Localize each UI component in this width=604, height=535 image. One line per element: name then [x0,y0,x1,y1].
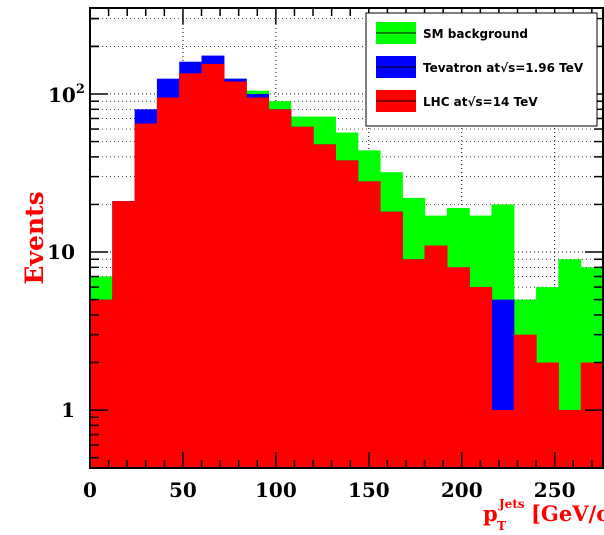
bar-series-3-bin-4 [156,97,180,468]
bar-series-3-bin-6 [201,63,225,468]
x-tick-label: 200 [441,478,483,502]
x-axis-label-main: p [483,501,498,526]
bar-series-3-bin-19 [491,410,515,468]
histogram-bars [90,55,604,469]
x-tick-label: 50 [169,478,197,502]
bar-series-3-bin-13 [357,181,381,468]
x-tick-label: 0 [83,478,97,502]
plot-frame [89,7,604,469]
bar-series-3-bin-8 [246,97,270,468]
y-tick-labels: 1 10 102 [47,82,85,422]
legend-entry-label: SM background [423,27,528,41]
bar-series-3-bin-23 [580,362,604,468]
bar-series-3-bin-21 [536,362,559,468]
bar-series-3-bin-2 [112,201,136,469]
bar-series-3-bin-15 [402,259,426,468]
bar-series-3-bin-16 [424,245,448,468]
bar-series-3-bin-10 [290,126,314,468]
x-axis-label-subscript: T [497,519,506,533]
x-axis-label-unit: [GeV/c] [531,501,604,526]
legend: SM background Tevatron at√s=1.96 TeV LHC a… [365,12,598,127]
bar-series-3-bin-3 [134,123,158,469]
y-axis-label: Events [20,191,49,284]
bar-series-3-bin-7 [223,81,247,469]
bar-series-3-bin-14 [379,211,403,468]
legend-entry-label: LHC at√s=14 TeV [423,95,538,109]
bar-series-3-bin-12 [335,160,359,468]
bar-series-3-bin-11 [313,144,336,468]
x-tick-label: 100 [255,478,297,502]
bar-series-3-bin-20 [513,334,537,468]
x-tick-label: 250 [534,478,576,502]
bar-series-3-bin-9 [268,109,292,468]
x-tick-label: 150 [348,478,390,502]
bar-series-3-bin-5 [179,73,203,469]
bar-series-3-bin-18 [469,287,493,468]
bar-series-3-bin-1 [90,299,113,468]
x-axis-label: p Jets T [GeV/c] [483,497,604,533]
bar-series-3-bin-17 [446,267,470,468]
legend-entry-label: Tevatron at√s=1.96 TeV [423,61,584,75]
bar-series-3-bin-22 [558,410,582,468]
y-tick-label: 10 [47,240,75,264]
y-tick-label: 1 [61,398,75,422]
x-tick-labels: 0 50 100 150 200 250 [83,478,576,502]
x-axis-label-superscript: Jets [498,497,525,511]
axis-ticks [89,8,603,468]
y-tick-label: 102 [48,82,85,107]
